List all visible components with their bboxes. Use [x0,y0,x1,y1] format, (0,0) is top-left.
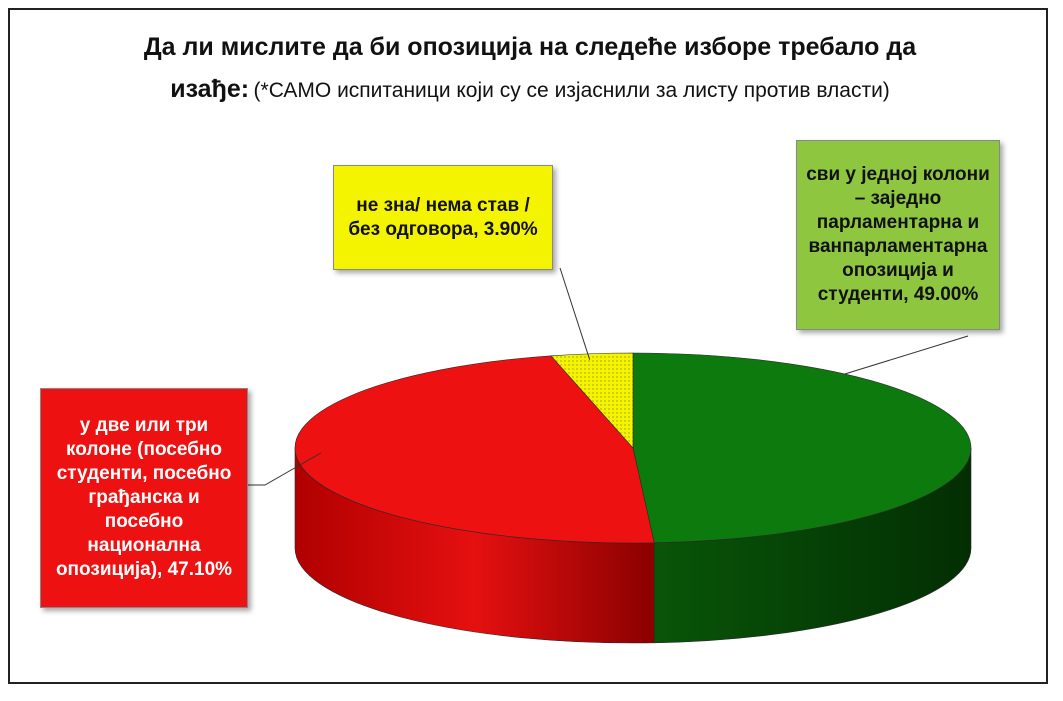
pie-slice-green [632,352,972,544]
pie-slice-yellow [550,352,634,449]
title-note: (*САМО испитаници који су се изјаснили з… [253,79,890,102]
title-line-1: Да ли мислите да би опозиција на следеће… [143,33,917,61]
data-label-red-text: у две или три колоне (посебно студенти, … [55,415,233,580]
pie-slice-red [294,355,655,544]
data-label-green: сви у једној колони – заједно парламента… [796,140,1000,330]
leader-line-yellow [559,267,591,360]
data-label-yellow-text: не зна/ нема став / без одговора, 3.90% [348,194,538,240]
title-line-2: изађе: [170,75,250,103]
data-label-green-text: сви у једној колони – заједно парламента… [806,164,990,305]
chart-title: Да ли мислите да би опозиција на следеће… [60,28,1000,112]
leader-line-green [844,335,969,375]
leader-line-red [248,452,322,486]
data-label-red: у две или три колоне (посебно студенти, … [40,388,248,608]
data-label-yellow: не зна/ нема став / без одговора, 3.90% [333,165,553,270]
